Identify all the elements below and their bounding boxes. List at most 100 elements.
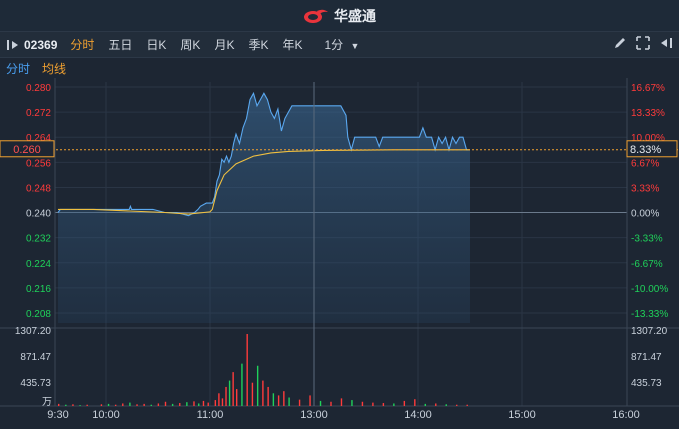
price-tick-label: 0.264: [26, 133, 51, 144]
volume-bar: [403, 400, 406, 406]
volume-bar: [65, 404, 67, 406]
pct-tick-label: 6.67%: [631, 158, 659, 169]
volume-bar: [251, 382, 254, 406]
app-name: 华盛通: [334, 7, 376, 24]
subtab-timeshare[interactable]: 分时: [6, 61, 31, 76]
volume-bar: [179, 403, 181, 406]
volume-bar: [414, 399, 416, 406]
tab-season-k[interactable]: 季K: [248, 38, 269, 52]
volume-bar: [372, 402, 374, 406]
volume-bar: [241, 363, 243, 406]
price-tick-label: 0.280: [26, 83, 51, 94]
pct-tick-label: -13.33%: [631, 309, 668, 320]
volume-bar: [277, 395, 280, 406]
timeshare-chart: 0.280 0.272 0.264 0.256 0.248 0.240 0.232 0.224…: [0, 78, 679, 429]
pct-tick-label: -10.00%: [631, 284, 668, 295]
volume-bar: [186, 402, 188, 406]
volume-bar: [319, 400, 322, 406]
price-tick-label: 0.224: [26, 259, 51, 270]
volume-bar: [171, 403, 174, 406]
volume-bar: [157, 403, 160, 406]
current-pct-tag: [626, 140, 678, 158]
volume-bar: [150, 404, 152, 406]
subtab-avg-line[interactable]: 均线: [42, 61, 67, 76]
volume-bar: [340, 398, 343, 406]
avg-line: [58, 149, 470, 215]
volume-bar: [72, 404, 74, 406]
current-price-tag: [0, 140, 55, 158]
volume-bar: [214, 400, 217, 406]
volume-bar: [236, 389, 238, 406]
volume-bar: [221, 398, 224, 406]
volume-bar: [456, 404, 458, 406]
tab-week-k[interactable]: 周K: [180, 38, 201, 52]
volume-bar: [361, 401, 364, 406]
pct-tick-label: 0.00%: [631, 209, 659, 220]
volume-bar: [164, 401, 167, 406]
x-tick-label: 9:30: [47, 409, 68, 421]
title-bar: 华盛通: [0, 0, 679, 31]
volume-bar: [424, 403, 426, 406]
volume-bar: [198, 403, 200, 406]
volume-bar: [136, 404, 138, 406]
stock-code: 02369: [24, 37, 58, 52]
volume-bar: [351, 400, 353, 406]
toolbar: 02369 分时 五日 日K 周K 月K 季K 年K 1分 ▼: [0, 31, 679, 58]
tab-timeshare[interactable]: 分时: [70, 38, 95, 52]
tab-five-day[interactable]: 五日: [108, 38, 133, 52]
tab-month-k[interactable]: 月K: [214, 38, 235, 52]
volume-bar: [466, 404, 468, 406]
price-tick-label: 0.232: [26, 234, 51, 245]
volume-bar: [218, 393, 220, 406]
price-tick-label: 0.248: [26, 183, 51, 194]
volume-bar: [228, 380, 231, 406]
volume-bar: [288, 397, 290, 406]
volume-tick-label-right: 435.73: [631, 378, 662, 389]
expand-icon[interactable]: [636, 36, 650, 50]
volume-tick-label: 435.73: [20, 378, 51, 389]
volume-bar: [122, 403, 124, 406]
x-tick-label: 13:00: [300, 409, 328, 421]
volume-bar: [256, 365, 259, 406]
volume-bar: [267, 386, 269, 406]
pct-tick-label: 10.00%: [631, 133, 665, 144]
app-logo: 华盛通: [303, 6, 376, 26]
pencil-icon[interactable]: [613, 36, 627, 50]
volume-bar: [193, 401, 195, 406]
volume-bar: [143, 403, 145, 406]
chevron-down-icon: ▼: [350, 41, 360, 51]
volume-bar: [309, 395, 311, 406]
collapse-left-icon[interactable]: [6, 39, 20, 51]
price-line: [57, 91, 470, 217]
x-tick-label: 11:00: [197, 409, 224, 421]
volume-bar: [58, 403, 60, 406]
volume-bar: [330, 401, 332, 406]
tab-year-k[interactable]: 年K: [282, 38, 303, 52]
volume-bar: [262, 380, 264, 406]
interval-select[interactable]: 1分 ▼: [317, 36, 366, 53]
volume-bar: [272, 393, 275, 406]
tab-day-k[interactable]: 日K: [146, 38, 167, 52]
current-pct-value: 8.33%: [630, 144, 661, 156]
volume-tick-label-right: 1307.20: [631, 326, 668, 337]
volume-bar: [435, 403, 437, 406]
volume-bar: [202, 400, 205, 406]
volume-bar: [246, 334, 248, 406]
volume-bar: [79, 405, 81, 406]
volume-bar: [86, 404, 88, 406]
price-tick-label: 0.216: [26, 284, 51, 295]
volume-bar: [129, 402, 131, 406]
chart-subtabs: 分时 均线: [0, 58, 679, 78]
current-price-value: 0.260: [13, 144, 41, 156]
volume-bar: [207, 402, 209, 406]
volume-tick-label: 1307.20: [15, 326, 52, 337]
price-tick-label: 0.240: [26, 209, 51, 220]
pct-tick-label: -3.33%: [631, 234, 663, 245]
x-tick-label: 10:00: [92, 409, 120, 421]
interval-label: 1分: [324, 38, 344, 52]
volume-bar: [100, 404, 103, 406]
collapse-right-icon[interactable]: [659, 36, 673, 50]
volume-tick-label: 871.47: [20, 352, 51, 363]
volume-bar: [107, 403, 110, 406]
pct-tick-label: 13.33%: [631, 108, 665, 119]
